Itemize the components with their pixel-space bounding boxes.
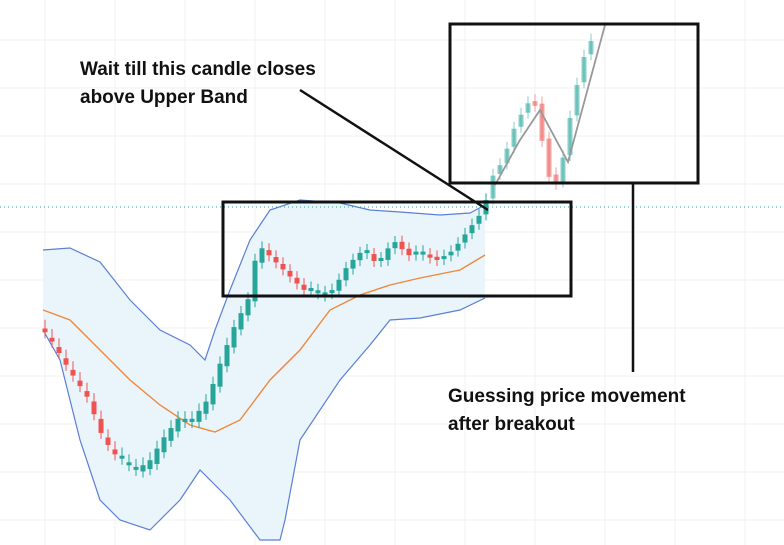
candle-body <box>420 251 426 255</box>
candle-body <box>574 84 580 116</box>
candle-body <box>245 299 251 316</box>
candle-body <box>357 252 363 261</box>
candle-body <box>343 268 349 281</box>
candle-body <box>567 117 573 156</box>
candle-body <box>105 437 111 445</box>
candle-body <box>231 327 237 348</box>
candle-body <box>525 103 531 113</box>
candle-body <box>364 250 370 254</box>
candle-body <box>154 448 160 464</box>
annotation-text: Guessing price movement <box>448 386 686 407</box>
candle-body <box>112 449 118 455</box>
annotation-text: after breakout <box>448 414 575 435</box>
candle-body <box>518 114 524 127</box>
candle-body <box>511 128 517 147</box>
bollinger-band-fill <box>43 200 485 540</box>
candle-body <box>224 345 230 367</box>
candle-body <box>196 410 202 422</box>
candle-body <box>504 148 510 164</box>
annotation-text: Wait till this candle closes <box>80 59 316 80</box>
candle-body <box>91 401 97 415</box>
candle-body <box>280 263 286 270</box>
upper-band <box>42 199 486 362</box>
candle-body <box>217 363 223 387</box>
middle-band <box>42 254 486 433</box>
candle-body <box>182 418 188 423</box>
candle-body <box>203 401 209 414</box>
candle-body <box>336 279 342 291</box>
candle-body <box>406 248 412 256</box>
candle-body <box>553 174 559 184</box>
candle-body <box>539 103 545 141</box>
breakout-box <box>448 22 700 185</box>
candle-body <box>588 41 594 55</box>
candle-body <box>42 328 48 333</box>
candle-body <box>259 248 265 263</box>
candle-body <box>385 248 391 260</box>
candle-body <box>350 259 356 269</box>
candle-body <box>462 234 468 243</box>
projected-path <box>494 24 606 186</box>
candle-body <box>532 101 538 106</box>
candle-body <box>63 358 69 365</box>
candle-body <box>210 383 216 405</box>
candle-body <box>399 241 405 250</box>
candle-body <box>427 254 433 258</box>
candle-body <box>168 428 174 441</box>
candle-body <box>84 391 90 397</box>
candle-body <box>140 465 146 472</box>
candle-body <box>238 313 244 330</box>
candle-body <box>315 290 321 294</box>
candle-body <box>581 57 587 83</box>
candle-body <box>392 242 398 249</box>
candle-body <box>378 257 384 261</box>
candle-body <box>322 292 328 296</box>
candle-body <box>546 138 552 177</box>
candle-body <box>441 256 447 260</box>
candle-body <box>98 418 104 433</box>
consolidation-box <box>221 200 573 298</box>
candle-body <box>476 215 482 224</box>
candle-body <box>70 369 76 376</box>
candle-body <box>455 243 461 251</box>
candle-body <box>294 277 300 284</box>
candle-body <box>119 455 125 459</box>
candles <box>42 33 594 478</box>
candle-body <box>434 256 440 260</box>
candle-body <box>189 418 195 422</box>
candle-body <box>49 337 55 342</box>
lower-band <box>42 297 486 541</box>
candle-body <box>448 251 454 256</box>
candle-body <box>266 250 272 256</box>
candle-body <box>308 288 314 292</box>
candle-body <box>329 290 335 294</box>
candle-body <box>490 175 496 199</box>
candle-body <box>469 225 475 234</box>
candle-body <box>126 462 132 466</box>
candle-body <box>252 260 258 302</box>
candle-body <box>371 254 377 261</box>
candle-body <box>560 157 566 182</box>
candle-body <box>147 460 153 470</box>
candle-body <box>287 270 293 277</box>
candle-body <box>56 347 62 353</box>
pointer-line <box>299 88 489 212</box>
annotation-text: above Upper Band <box>80 87 248 108</box>
candle-body <box>497 165 503 174</box>
candle-body <box>133 466 139 470</box>
candle-body <box>77 380 83 387</box>
candle-body <box>483 200 489 215</box>
candle-body <box>413 251 419 255</box>
candle-body <box>301 284 307 290</box>
candle-body <box>161 437 167 453</box>
candle-body <box>273 257 279 263</box>
candle-body <box>175 418 181 432</box>
